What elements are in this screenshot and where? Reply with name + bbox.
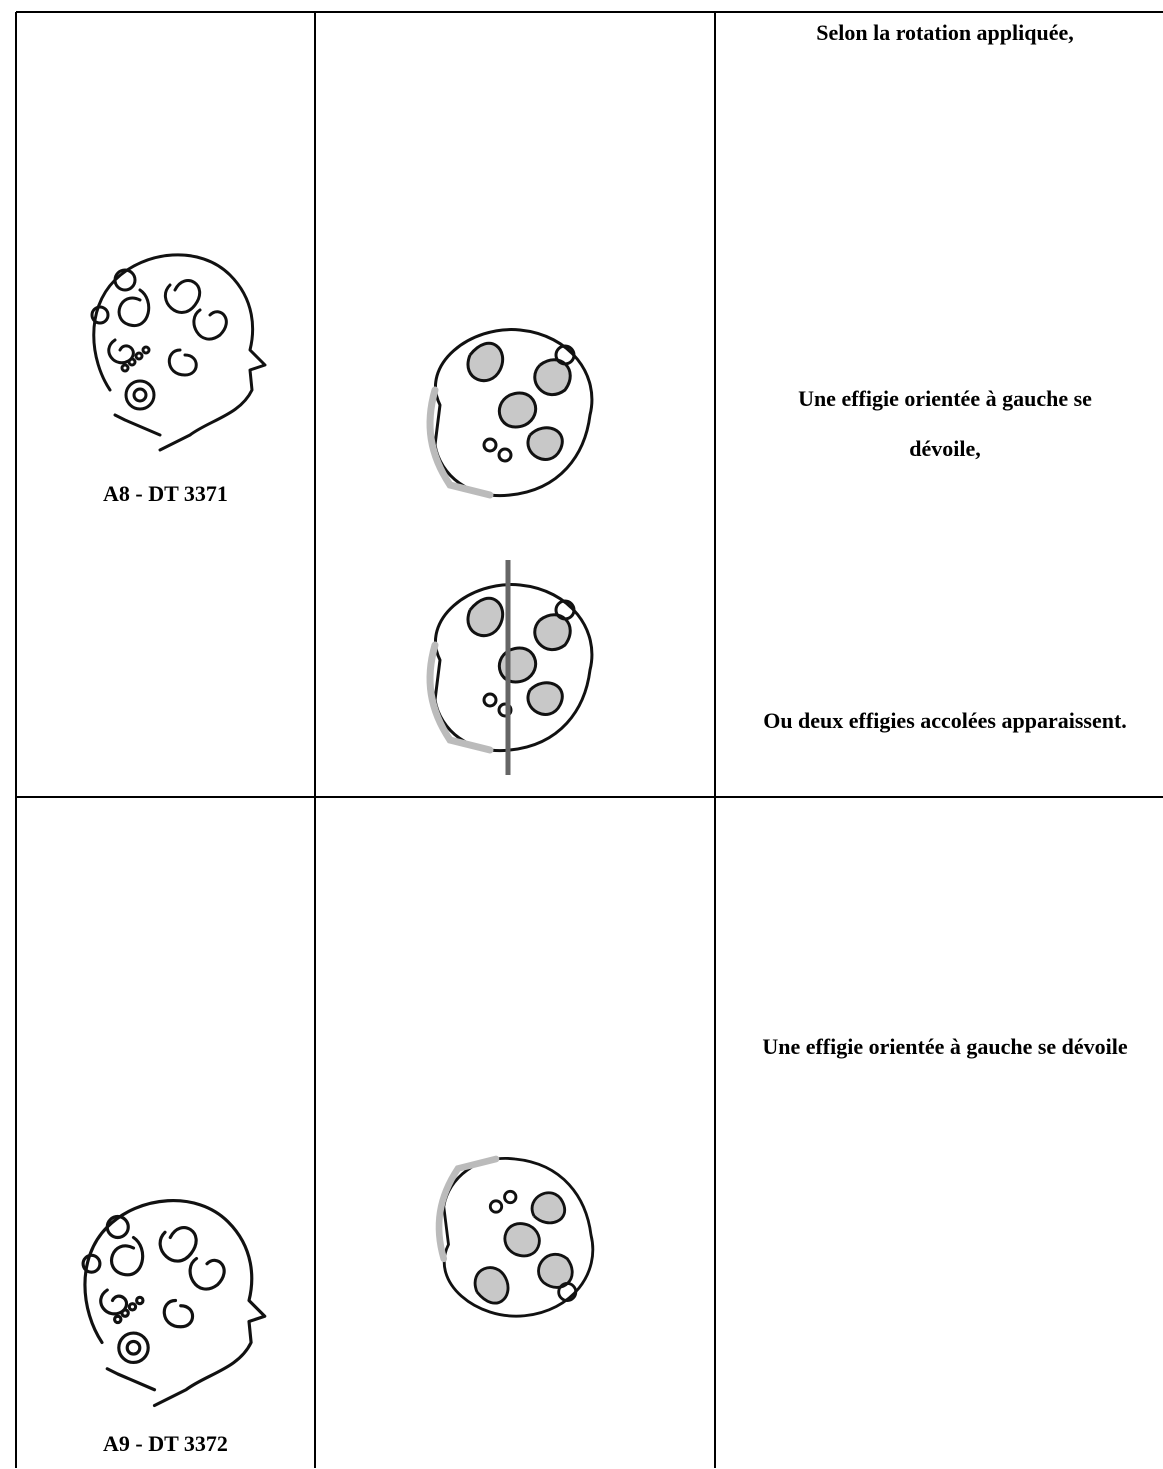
note: Ou deux effigies accolées apparaissent.: [763, 708, 1127, 733]
drawing: [439, 1158, 593, 1316]
caption: A8 - DT 3371: [103, 481, 228, 506]
note: Selon la rotation appliquée,: [816, 20, 1074, 45]
caption: A9 - DT 3372: [103, 1431, 228, 1456]
note: Une effigie orientée à gauche se dévoile…: [798, 386, 1092, 461]
drawing: [90, 253, 267, 452]
drawing: [81, 1199, 267, 1408]
drawing: [430, 585, 592, 751]
drawing: [430, 330, 592, 496]
note: Une effigie orientée à gauche se dévoile: [762, 1034, 1128, 1059]
